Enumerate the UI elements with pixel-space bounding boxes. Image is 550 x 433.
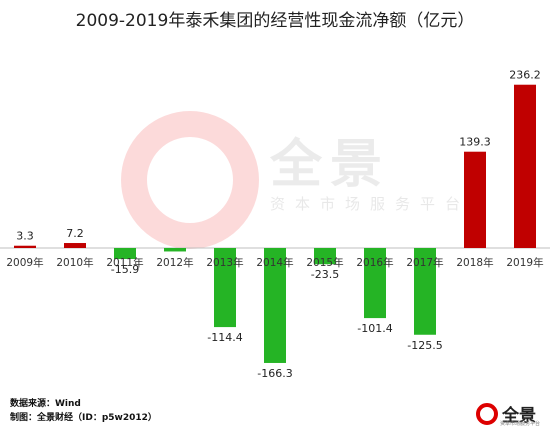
- data-label: 3.3: [16, 230, 34, 243]
- data-source: 数据来源：Wind: [10, 399, 81, 409]
- brand-logo: 全景 资本市场服务平台: [474, 401, 542, 427]
- x-tick-label: 2014年: [256, 256, 293, 269]
- x-tick-label: 2019年: [506, 256, 543, 269]
- bar-2009年: [14, 245, 36, 248]
- chart-maker: 制图：全景财经（ID：p5w2012）: [10, 413, 157, 423]
- bar-2014年: [264, 248, 286, 363]
- bar-2016年: [364, 248, 386, 319]
- bar-2015年: [314, 248, 336, 265]
- data-label: 139.3: [459, 136, 491, 149]
- bar-2017年: [414, 248, 436, 335]
- logo-text: 全景: [502, 406, 536, 426]
- bar-2013年: [214, 248, 236, 328]
- data-label: 7.2: [66, 227, 84, 240]
- data-label: -166.3: [257, 367, 292, 380]
- bar-2018年: [464, 151, 486, 248]
- x-tick-label: 2011年: [106, 256, 143, 269]
- data-label: -15.9: [111, 263, 139, 276]
- footer: 数据来源：Wind 制图：全景财经（ID：p5w2012）: [10, 397, 157, 425]
- x-tick-label: 2017年: [406, 256, 443, 269]
- bar-2019年: [514, 84, 536, 249]
- bar-2011年: [114, 248, 136, 259]
- bar-2010年: [64, 243, 86, 248]
- logo-subtext: 资本市场服务平台: [500, 421, 541, 427]
- data-label: -125.5: [407, 339, 442, 352]
- x-tick-label: 2012年: [156, 256, 193, 269]
- bar-chart: 2009年 3.3 2010年 7.2 2011年-15.9 2012年 2013年 -114…: [0, 69, 550, 380]
- x-tick-label: 2009年: [6, 256, 43, 269]
- bar-2012年: [164, 248, 186, 252]
- data-label: -114.4: [207, 331, 242, 344]
- data-label: 236.2: [509, 69, 541, 82]
- logo-swirl-icon: [476, 403, 498, 425]
- x-tick-label: 2016年: [356, 256, 393, 269]
- x-tick-label: 2018年: [456, 256, 493, 269]
- x-tick-label: 2010年: [56, 256, 93, 269]
- x-tick-label: 2013年: [206, 256, 243, 269]
- data-label: -101.4: [357, 322, 392, 335]
- x-tick-label: 2015年: [306, 256, 343, 269]
- data-label: -23.5: [311, 268, 339, 281]
- chart-title: 2009-2019年泰禾集团的经营性现金流净额（亿元）: [75, 11, 475, 31]
